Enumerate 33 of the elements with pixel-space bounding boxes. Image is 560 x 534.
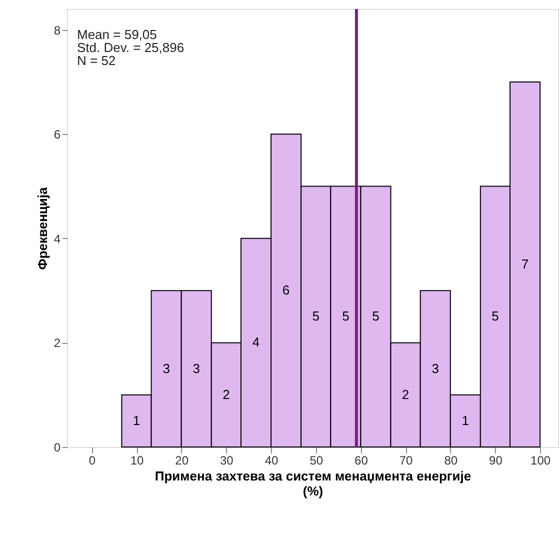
data-label: 5 [312, 308, 320, 324]
x-tick-label: 80 [444, 454, 458, 468]
y-axis-title: Фреквенција [34, 186, 50, 270]
data-label: 3 [162, 360, 170, 376]
x-tick-label: 40 [264, 454, 279, 468]
x-tick-label: 90 [489, 454, 503, 468]
x-tick-label: 0 [88, 454, 96, 468]
x-tick-label: 10 [130, 454, 144, 468]
data-label: 5 [342, 308, 350, 324]
data-label: 1 [132, 412, 140, 428]
data-label: 2 [402, 386, 410, 402]
data-label: 3 [192, 360, 200, 376]
annotation: Mean = 59,05 Std. Dev. = 25,896 N = 52 [77, 27, 184, 68]
x-tick-label: 50 [310, 454, 324, 468]
data-label: 7 [521, 256, 529, 272]
y-tick-label: 4 [54, 232, 61, 246]
x-tick-label: 30 [220, 454, 234, 468]
data-label: 2 [222, 386, 230, 402]
x-tick-label: 100 [530, 454, 551, 468]
x-tick-label: 60 [354, 454, 368, 468]
data-label: 1 [462, 412, 470, 428]
y-tick-label: 2 [54, 336, 61, 350]
data-label: 6 [282, 282, 290, 298]
x-axis-title: Примена захтева за систем менаџмента енергије (%) [154, 468, 472, 498]
x-tick-label: 70 [399, 454, 414, 468]
x-tick-label: 20 [175, 454, 189, 468]
data-label: 5 [492, 308, 499, 324]
data-label: 5 [372, 308, 380, 324]
y-tick-label: 8 [54, 23, 61, 38]
data-label: 4 [252, 334, 260, 350]
y-tick-label: 0 [54, 440, 61, 454]
data-label: 3 [432, 360, 439, 376]
y-tick-label: 6 [54, 128, 61, 142]
